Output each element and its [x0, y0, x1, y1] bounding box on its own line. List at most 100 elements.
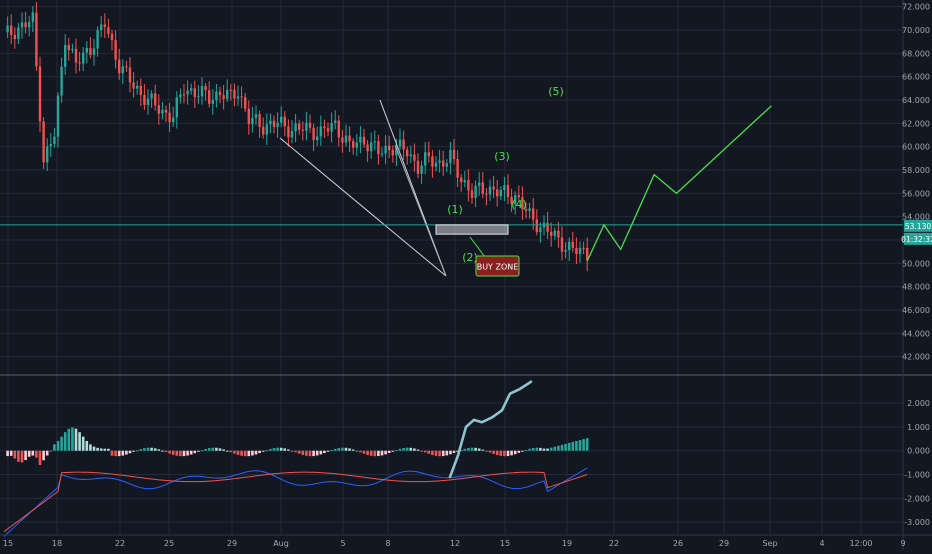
macd-histogram-bar — [423, 450, 427, 453]
candle-body — [38, 66, 42, 122]
macd-histogram-bar — [38, 450, 42, 466]
time-axis-label: 8 — [385, 539, 390, 548]
macd-histogram-bar — [463, 448, 467, 451]
macd-histogram-bar — [445, 450, 449, 456]
candle-body — [323, 126, 326, 129]
candle-body — [452, 149, 456, 159]
price-axis-label: 42.000 — [902, 353, 930, 362]
macd-histogram-bar — [27, 450, 31, 457]
macd-histogram-bar — [503, 450, 506, 457]
candle-body — [485, 193, 488, 195]
candle-body — [31, 12, 34, 22]
macd-histogram-bar — [380, 450, 384, 456]
macd-histogram-bar — [17, 450, 20, 462]
macd-histogram-bar — [402, 448, 405, 451]
macd-histogram-bar — [557, 445, 560, 451]
time-axis-label: 12 — [450, 539, 460, 548]
candle-body — [424, 152, 427, 166]
candle-body — [388, 145, 391, 151]
candle-body — [474, 185, 477, 198]
candle-body — [553, 230, 556, 236]
macd-histogram-bar — [297, 450, 301, 454]
candle-body — [492, 186, 495, 190]
candle-body — [60, 66, 63, 96]
price-axis-label: 72.000 — [902, 3, 930, 12]
candle-body — [168, 112, 171, 123]
macd-histogram-bar — [56, 440, 60, 451]
time-axis-label: 12:00 — [849, 539, 872, 548]
macd-histogram-bar — [467, 447, 470, 451]
macd-histogram-bar — [582, 439, 585, 451]
macd-histogram-bar — [499, 450, 503, 456]
candle-body — [568, 241, 571, 251]
macd-histogram-bar — [366, 450, 369, 455]
macd-projection-line — [448, 380, 533, 479]
macd-histogram-bar — [492, 450, 495, 454]
candle-body — [402, 139, 405, 150]
macd-histogram-bar — [319, 450, 323, 455]
wave-label: (5) — [548, 85, 564, 98]
time-axis-label: 19 — [562, 539, 572, 548]
candle-body — [125, 66, 128, 68]
candle-body — [197, 96, 200, 98]
macd-histogram-bar — [567, 442, 571, 451]
candle-body — [139, 85, 142, 96]
macd-histogram-bar — [6, 450, 9, 457]
macd-histogram-bar — [254, 450, 258, 455]
candle-body — [287, 126, 290, 138]
macd-histogram-bar — [189, 450, 193, 455]
last-price-tag — [904, 219, 932, 232]
candle-body — [438, 160, 441, 163]
price-axis-label: 44.000 — [902, 329, 930, 338]
macd-histogram-bar — [110, 450, 114, 456]
macd-histogram-bar — [301, 450, 305, 455]
candle-body — [416, 160, 420, 174]
macd-histogram-bar — [355, 450, 359, 452]
candle-body — [384, 145, 387, 154]
macd-histogram-bar — [326, 450, 330, 452]
macd-histogram-bar — [269, 448, 272, 451]
candle-body — [161, 109, 164, 114]
candle-body — [546, 222, 549, 232]
macd-histogram-bar — [197, 450, 200, 452]
candle-body — [564, 250, 567, 252]
macd-histogram-bar — [150, 447, 153, 451]
candle-body — [229, 89, 232, 91]
candle-body — [348, 135, 351, 142]
macd-histogram-bar — [477, 448, 481, 451]
candle-body — [283, 116, 286, 127]
macd-histogram-bar — [179, 450, 182, 457]
macd-histogram-bar — [348, 448, 351, 451]
candle-body — [359, 136, 362, 143]
macd-histogram-bar — [193, 450, 197, 454]
candle-body — [391, 150, 394, 156]
macd-histogram-bar — [265, 450, 269, 452]
macd-histogram-bar — [571, 441, 575, 451]
macd-axis-label: -2.000 — [904, 494, 930, 503]
candle-body — [78, 62, 81, 64]
candle-body — [362, 136, 366, 145]
candle-body — [586, 248, 589, 261]
macd-histogram-bar — [373, 450, 377, 457]
macd-histogram-bar — [53, 444, 56, 451]
candle-body — [211, 100, 214, 104]
candle-body — [175, 97, 178, 118]
countdown-text: 01:32:32 — [901, 235, 932, 244]
macd-histogram-bar — [564, 443, 567, 451]
macd-histogram-bar — [434, 450, 438, 456]
candle-body — [182, 94, 186, 96]
macd-histogram-bar — [495, 450, 499, 456]
candle-body — [215, 91, 218, 101]
price-axis-label: 62.000 — [902, 119, 930, 128]
candle-body — [510, 196, 513, 204]
candle-body — [35, 12, 38, 67]
candle-body — [434, 162, 438, 167]
candle-body — [226, 89, 229, 99]
macd-histogram-bar — [157, 449, 161, 451]
candle-body — [326, 128, 330, 132]
macd-histogram-bar — [341, 447, 344, 451]
macd-histogram-bar — [398, 448, 402, 451]
candle-body — [193, 88, 196, 97]
